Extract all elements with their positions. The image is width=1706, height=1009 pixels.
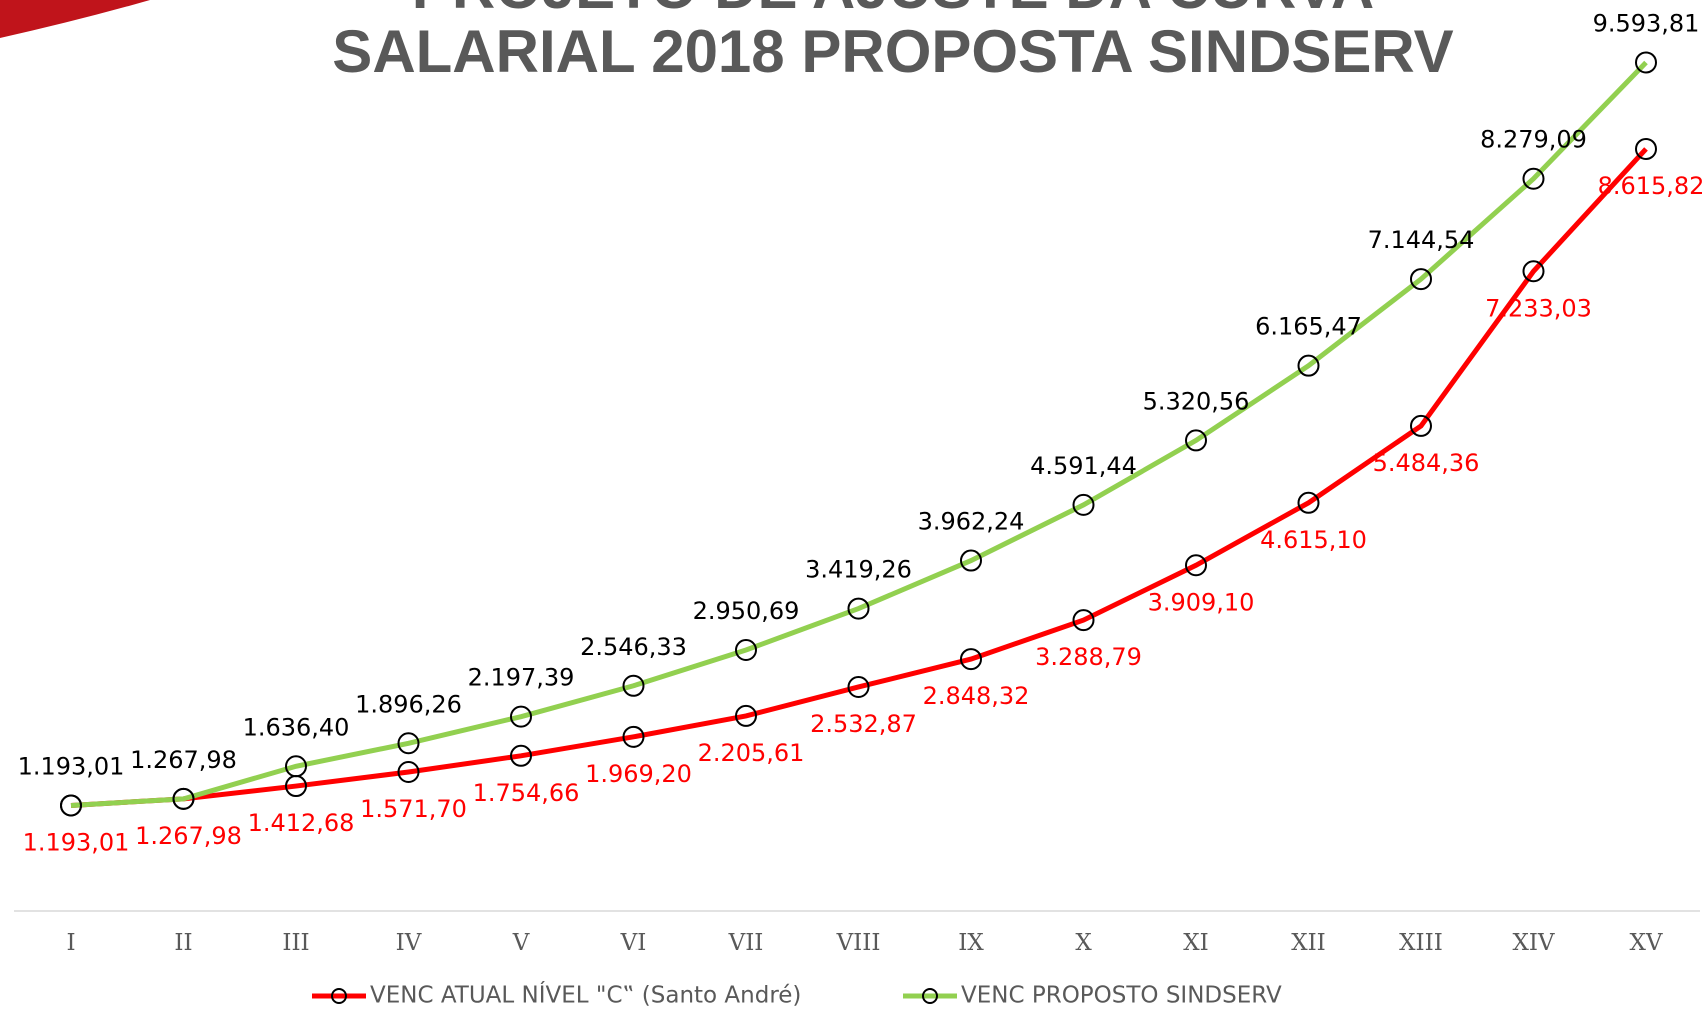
data-label: 3.909,10 xyxy=(1148,588,1255,616)
x-tick-label: VIII xyxy=(836,930,881,956)
point-marker xyxy=(397,760,420,783)
legend-label: VENC PROPOSTO SINDSERV xyxy=(961,983,1282,1009)
point-marker xyxy=(1297,491,1320,514)
data-label: 2.197,39 xyxy=(468,664,575,692)
x-tick-label: V xyxy=(512,930,530,956)
data-label: 1.754,66 xyxy=(473,779,580,807)
point-marker xyxy=(847,675,870,698)
data-label: 2.205,61 xyxy=(698,739,805,767)
legend-marker xyxy=(331,988,347,1004)
point-marker xyxy=(1522,167,1545,190)
data-label: 2.950,69 xyxy=(693,597,800,625)
x-tick-label: VII xyxy=(728,930,764,956)
point-marker xyxy=(1185,429,1207,452)
x-tick-label: III xyxy=(282,930,309,956)
data-label: 9.593,81 xyxy=(1593,9,1700,37)
point-marker xyxy=(1522,260,1545,283)
x-tick-label: VI xyxy=(620,930,647,956)
point-marker xyxy=(60,794,82,817)
data-label: 2.848,32 xyxy=(923,682,1030,710)
data-label: 7.233,03 xyxy=(1485,294,1592,322)
x-tick-label: XIV xyxy=(1512,930,1554,956)
data-label: 7.144,54 xyxy=(1368,226,1475,254)
point-marker xyxy=(735,704,757,727)
data-label: 1.969,20 xyxy=(585,760,692,788)
point-marker xyxy=(1072,493,1095,516)
point-marker xyxy=(960,648,982,671)
data-label: 8.279,09 xyxy=(1480,126,1587,154)
chart-title: PROJETO DE AJUSTE DA CURVA xyxy=(412,0,1374,21)
point-marker xyxy=(510,705,532,728)
point-marker xyxy=(1185,554,1207,577)
data-label: 1.571,70 xyxy=(360,795,467,823)
x-tick-label: IV xyxy=(396,930,422,956)
data-label: 1.267,98 xyxy=(135,822,242,850)
x-tick-label: IX xyxy=(958,930,984,956)
x-tick-label: XII xyxy=(1291,930,1326,956)
point-marker xyxy=(172,787,195,810)
x-tick-label: XIII xyxy=(1399,930,1443,956)
data-label: 2.532,87 xyxy=(810,710,917,738)
point-marker xyxy=(397,732,420,755)
point-marker xyxy=(1410,268,1432,291)
corner-decoration xyxy=(0,0,150,38)
point-marker xyxy=(1635,137,1657,160)
point-marker xyxy=(510,744,532,767)
data-label: 1.267,98 xyxy=(130,746,237,774)
data-label: 3.288,79 xyxy=(1035,643,1142,671)
point-marker xyxy=(1635,51,1657,74)
series-line xyxy=(70,147,1648,808)
data-label: 1.636,40 xyxy=(243,713,350,741)
data-label: 3.962,24 xyxy=(918,508,1025,536)
point-marker xyxy=(735,639,757,662)
point-marker xyxy=(622,674,645,697)
series-line xyxy=(70,60,1648,808)
point-marker xyxy=(960,549,982,572)
x-tick-label: X xyxy=(1075,930,1092,956)
point-marker xyxy=(1410,414,1432,437)
legend-label: VENC ATUAL NÍVEL "C‟ (Santo André) xyxy=(370,981,801,1009)
data-label: 4.591,44 xyxy=(1030,452,1137,480)
x-tick-label: XV xyxy=(1630,930,1663,956)
x-tick-label: II xyxy=(174,930,192,956)
legend-marker xyxy=(922,988,938,1004)
data-label: 1.193,01 xyxy=(23,828,130,856)
data-label: 1.896,26 xyxy=(355,690,462,718)
point-marker xyxy=(285,755,307,778)
data-label: 8.615,82 xyxy=(1598,172,1705,200)
chart-title: SALARIAL 2018 PROPOSTA SINDSERV xyxy=(332,18,1453,85)
x-tick-label: I xyxy=(66,930,75,956)
data-label: 1.193,01 xyxy=(18,752,125,780)
data-label: 5.320,56 xyxy=(1143,387,1250,415)
data-label: 2.546,33 xyxy=(580,633,687,661)
data-label: 6.165,47 xyxy=(1255,313,1362,341)
data-label: 3.419,26 xyxy=(805,556,912,584)
x-tick-label: XI xyxy=(1183,930,1208,956)
data-label: 1.412,68 xyxy=(248,809,355,837)
point-marker xyxy=(622,725,645,748)
data-label: 4.615,10 xyxy=(1260,526,1367,554)
point-marker xyxy=(847,597,870,620)
data-label: 5.484,36 xyxy=(1373,449,1480,477)
point-marker xyxy=(1072,609,1095,632)
point-marker xyxy=(1297,354,1320,377)
